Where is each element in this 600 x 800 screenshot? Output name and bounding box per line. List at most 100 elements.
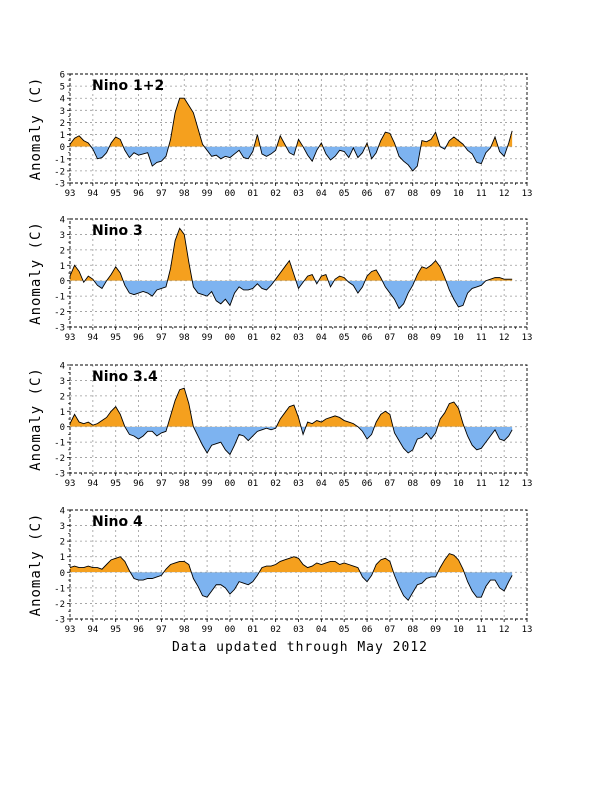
- x-tick-label: 94: [87, 625, 98, 635]
- y-tick-label: -1: [54, 439, 65, 449]
- x-tick-label: 03: [293, 479, 304, 489]
- x-tick-label: 98: [179, 479, 190, 489]
- x-tick-label: 08: [407, 625, 418, 635]
- x-tick-label: 08: [407, 333, 418, 343]
- y-tick-label: 1: [60, 131, 65, 141]
- y-tick-label: -1: [54, 155, 65, 165]
- x-tick-label: 09: [430, 479, 441, 489]
- x-tick-label: 01: [247, 625, 258, 635]
- x-tick-label: 11: [476, 333, 487, 343]
- negative-anomaly-area: [70, 146, 513, 171]
- x-tick-label: 12: [499, 625, 510, 635]
- x-tick-label: 12: [499, 479, 510, 489]
- x-tick-label: 03: [293, 625, 304, 635]
- y-tick-label: 4: [60, 362, 65, 372]
- y-tick-label: -2: [54, 167, 65, 177]
- y-axis-label: Anomaly (C): [28, 221, 44, 325]
- x-tick-label: 95: [110, 625, 121, 635]
- x-tick-label: 08: [407, 189, 418, 199]
- y-tick-label: 4: [60, 507, 65, 517]
- panel-title: Nino 3.4: [92, 369, 158, 385]
- positive-anomaly-area: [70, 228, 513, 281]
- x-tick-label: 00: [225, 333, 236, 343]
- x-tick-label: 02: [270, 625, 281, 635]
- negative-anomaly-area: [83, 280, 486, 309]
- anomaly-line: [69, 387, 513, 456]
- y-tick-label: 0: [60, 277, 65, 287]
- x-tick-label: 99: [202, 189, 213, 199]
- y-axis-label: Anomaly (C): [28, 367, 44, 471]
- y-tick-label: 3: [60, 231, 65, 241]
- x-tick-label: 02: [270, 333, 281, 343]
- positive-anomaly-area: [70, 553, 465, 573]
- anomaly-line: [69, 553, 513, 602]
- x-tick-label: 96: [133, 625, 144, 635]
- x-tick-label: 11: [476, 189, 487, 199]
- x-tick-label: 12: [499, 333, 510, 343]
- x-tick-label: 03: [293, 333, 304, 343]
- y-tick-label: -2: [54, 600, 65, 610]
- x-tick-label: 06: [362, 189, 373, 199]
- x-tick-label: 11: [476, 625, 487, 635]
- x-tick-label: 11: [476, 479, 487, 489]
- anomaly-line: [69, 97, 513, 172]
- x-tick-label: 07: [384, 479, 395, 489]
- y-axis-label: Anomaly (C): [28, 77, 44, 181]
- positive-anomaly-area: [70, 388, 513, 427]
- x-tick-label: 05: [339, 625, 350, 635]
- y-tick-label: 3: [60, 107, 65, 117]
- x-tick-label: 95: [110, 189, 121, 199]
- y-tick-label: 0: [60, 569, 65, 579]
- x-tick-label: 06: [362, 625, 373, 635]
- x-tick-label: 99: [202, 625, 213, 635]
- negative-anomaly-area: [124, 426, 513, 455]
- x-tick-label: 95: [110, 479, 121, 489]
- y-tick-label: 3: [60, 522, 65, 532]
- x-tick-label: 03: [293, 189, 304, 199]
- x-tick-label: 04: [316, 625, 327, 635]
- y-tick-label: 0: [60, 423, 65, 433]
- x-tick-label: 97: [156, 625, 167, 635]
- x-tick-label: 00: [225, 479, 236, 489]
- x-tick-label: 07: [384, 189, 395, 199]
- y-tick-label: 2: [60, 392, 65, 402]
- y-tick-label: 4: [60, 216, 65, 226]
- y-tick-label: -3: [54, 324, 65, 334]
- anomaly-line: [69, 227, 513, 310]
- y-tick-label: -1: [54, 293, 65, 303]
- x-tick-label: 99: [202, 333, 213, 343]
- x-tick-label: 04: [316, 479, 327, 489]
- x-tick-label: 93: [65, 189, 76, 199]
- y-axis-label: Anomaly (C): [28, 513, 44, 617]
- x-tick-label: 98: [179, 189, 190, 199]
- x-tick-label: 00: [225, 189, 236, 199]
- x-tick-label: 98: [179, 333, 190, 343]
- x-tick-label: 07: [384, 625, 395, 635]
- x-tick-label: 93: [65, 625, 76, 635]
- x-tick-label: 93: [65, 333, 76, 343]
- x-tick-label: 97: [156, 189, 167, 199]
- x-tick-label: 02: [270, 189, 281, 199]
- x-tick-label: 04: [316, 333, 327, 343]
- x-tick-label: 97: [156, 479, 167, 489]
- x-tick-label: 01: [247, 479, 258, 489]
- data-updated-note: Data updated through May 2012: [172, 640, 428, 655]
- y-tick-label: 1: [60, 262, 65, 272]
- panel-title: Nino 4: [92, 514, 143, 530]
- x-tick-label: 02: [270, 479, 281, 489]
- y-tick-label: -1: [54, 584, 65, 594]
- y-tick-label: 5: [60, 83, 65, 93]
- x-tick-label: 95: [110, 333, 121, 343]
- y-tick-label: -3: [54, 470, 65, 480]
- y-tick-label: 6: [60, 71, 65, 81]
- y-tick-label: 1: [60, 408, 65, 418]
- y-tick-label: 2: [60, 246, 65, 256]
- x-tick-label: 96: [133, 189, 144, 199]
- x-tick-label: 09: [430, 333, 441, 343]
- y-tick-label: 3: [60, 377, 65, 387]
